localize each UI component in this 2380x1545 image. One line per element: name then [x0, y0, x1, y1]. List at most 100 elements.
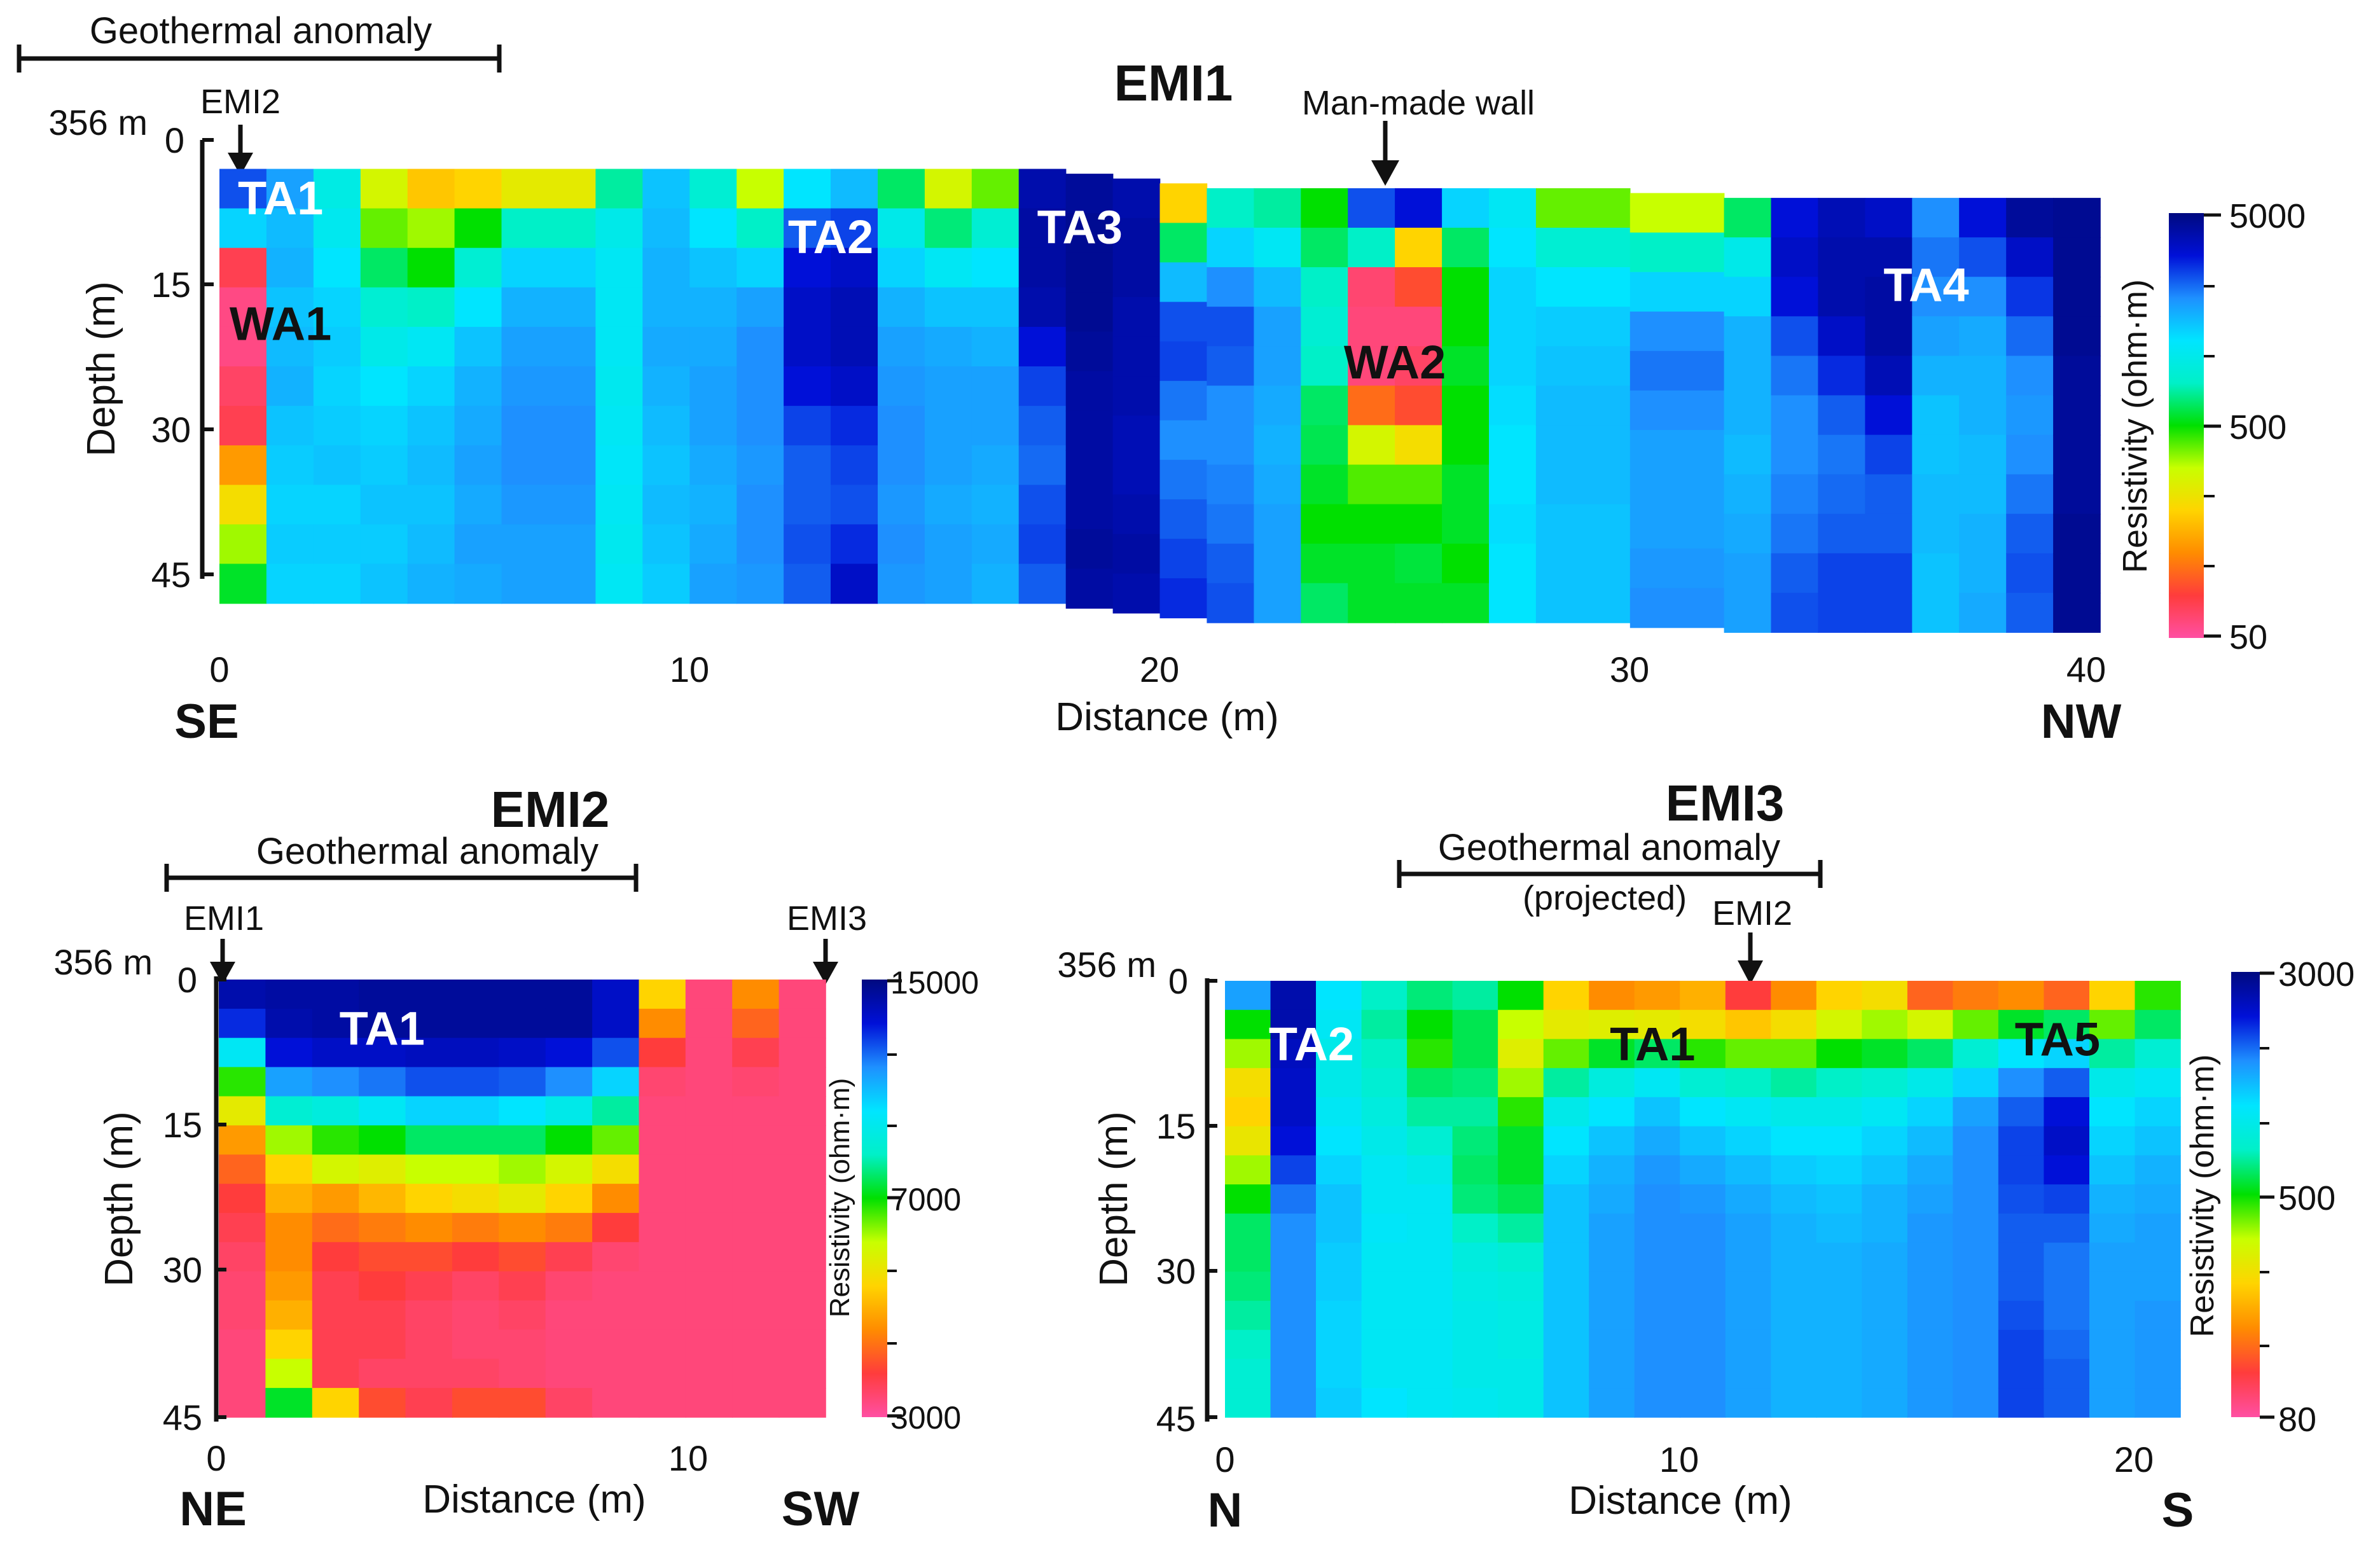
heatmap-cell	[1907, 1184, 1954, 1214]
heatmap-cell	[1818, 474, 1866, 515]
heatmap-cell	[1112, 455, 1161, 495]
heatmap-cell	[639, 1184, 686, 1214]
heatmap-cell	[1361, 1388, 1408, 1418]
heatmap-cell	[1818, 316, 1866, 357]
heatmap-cell	[1959, 434, 2007, 475]
heatmap-cell	[1771, 1388, 1817, 1418]
emi1-y-tick-45: 45	[151, 555, 191, 595]
heatmap-cell	[1452, 1039, 1498, 1069]
heatmap-cell	[219, 1037, 266, 1068]
emi2-y-ticks	[216, 978, 226, 1419]
heatmap-cell	[359, 1184, 406, 1214]
heatmap-cell	[2053, 277, 2101, 317]
heatmap-cell	[2089, 1359, 2136, 1389]
heatmap-cell	[1724, 513, 1772, 554]
heatmap-cell	[2044, 1359, 2090, 1389]
heatmap-cell	[1489, 543, 1537, 584]
heatmap-cell	[1159, 499, 1208, 539]
heatmap-cell	[1725, 1009, 1772, 1040]
heatmap-cell	[1953, 1097, 1999, 1127]
annotation-ta4: TA4	[1883, 259, 1968, 312]
heatmap-cell	[452, 1388, 500, 1418]
heatmap-cell	[1225, 1271, 1271, 1301]
heatmap-cell	[595, 326, 644, 367]
heatmap-cell	[501, 326, 597, 367]
heatmap-cell	[313, 445, 361, 486]
heatmap-cell	[313, 564, 361, 604]
heatmap-cell	[2006, 593, 2054, 633]
heatmap-cell	[360, 524, 408, 565]
heatmap-cell	[1543, 1009, 1589, 1040]
heatmap-cell	[219, 1096, 266, 1126]
heatmap-cell	[1771, 1126, 1817, 1156]
heatmap-cell	[1254, 583, 1302, 623]
heatmap-cell	[2044, 981, 2090, 1011]
heatmap-cell	[1065, 292, 1114, 333]
heatmap-cell	[2006, 198, 2054, 238]
heatmap-cell	[1301, 267, 1348, 307]
heatmap-cell	[2006, 553, 2054, 593]
heatmap-cell	[1912, 434, 1960, 475]
emi2-arrow-label-emi3: EMI3	[787, 899, 867, 938]
heatmap-cell	[1771, 1039, 1817, 1069]
heatmap-cell	[1316, 1242, 1362, 1273]
heatmap-cell	[1907, 1126, 1954, 1156]
heatmap-cell	[1225, 1359, 1271, 1389]
heatmap-cell	[778, 980, 826, 1009]
heatmap-cell	[219, 1125, 266, 1155]
heatmap-cell	[1771, 395, 1819, 436]
heatmap-cell	[2006, 316, 2054, 357]
heatmap-cell	[1065, 174, 1114, 214]
heatmap-cell	[2134, 981, 2181, 1011]
heatmap-cell	[1407, 1009, 1453, 1040]
heatmap-cell	[732, 1008, 780, 1039]
heatmap-cell	[1771, 277, 1819, 317]
heatmap-cell	[2006, 356, 2054, 396]
heatmap-cell	[312, 1271, 359, 1301]
heatmap-cell	[1159, 420, 1208, 461]
heatmap-cell	[595, 366, 644, 406]
heatmap-cell	[831, 208, 878, 249]
heatmap-cell	[219, 1329, 266, 1360]
heatmap-cell	[778, 1300, 826, 1331]
heatmap-cell	[454, 524, 502, 565]
heatmap-cell	[407, 326, 455, 367]
heatmap-cell	[1907, 981, 1954, 1011]
heatmap-cell	[452, 1008, 500, 1039]
heatmap-cell	[1489, 228, 1537, 268]
heatmap-cell	[1725, 1329, 1772, 1360]
heatmap-cell	[595, 445, 644, 486]
heatmap-cell	[1407, 1329, 1453, 1360]
heatmap-cell	[1725, 1039, 1772, 1069]
heatmap-cell	[1771, 1068, 1817, 1098]
heatmap-cell	[2044, 1184, 2090, 1214]
emi3-heatmap	[1225, 981, 2181, 1418]
heatmap-cell	[1862, 1359, 1908, 1389]
heatmap-cell	[499, 1125, 546, 1155]
heatmap-cell	[924, 485, 972, 525]
emi3-annotations: TA2 TA1 TA5	[1269, 1013, 2100, 1071]
heatmap-cell	[1865, 356, 1913, 396]
heatmap-cell	[1771, 1155, 1817, 1185]
heatmap-cell	[545, 1154, 593, 1184]
heatmap-cell	[1998, 1009, 2045, 1040]
emi3-y-ticks	[1207, 979, 1217, 1419]
heatmap-cell	[1907, 1155, 1954, 1185]
heatmap-cell	[1912, 237, 1960, 278]
heatmap-cell	[1680, 1009, 1726, 1040]
heatmap-cell	[685, 1067, 733, 1097]
heatmap-cell	[452, 1329, 500, 1360]
heatmap-cell	[359, 1154, 406, 1184]
heatmap-cell	[407, 406, 455, 446]
heatmap-cell	[1489, 267, 1537, 307]
heatmap-cell	[1543, 1126, 1589, 1156]
emi3-x-tick-20: 20	[2114, 1439, 2154, 1479]
heatmap-cell	[499, 1242, 546, 1272]
heatmap-cell	[1865, 395, 1913, 436]
heatmap-cell	[2053, 316, 2101, 357]
heatmap-cell	[1254, 504, 1302, 544]
heatmap-cell	[545, 1008, 593, 1039]
heatmap-cell	[1348, 464, 1395, 505]
heatmap-cell	[1816, 1068, 1863, 1098]
heatmap-cell	[1112, 415, 1161, 456]
